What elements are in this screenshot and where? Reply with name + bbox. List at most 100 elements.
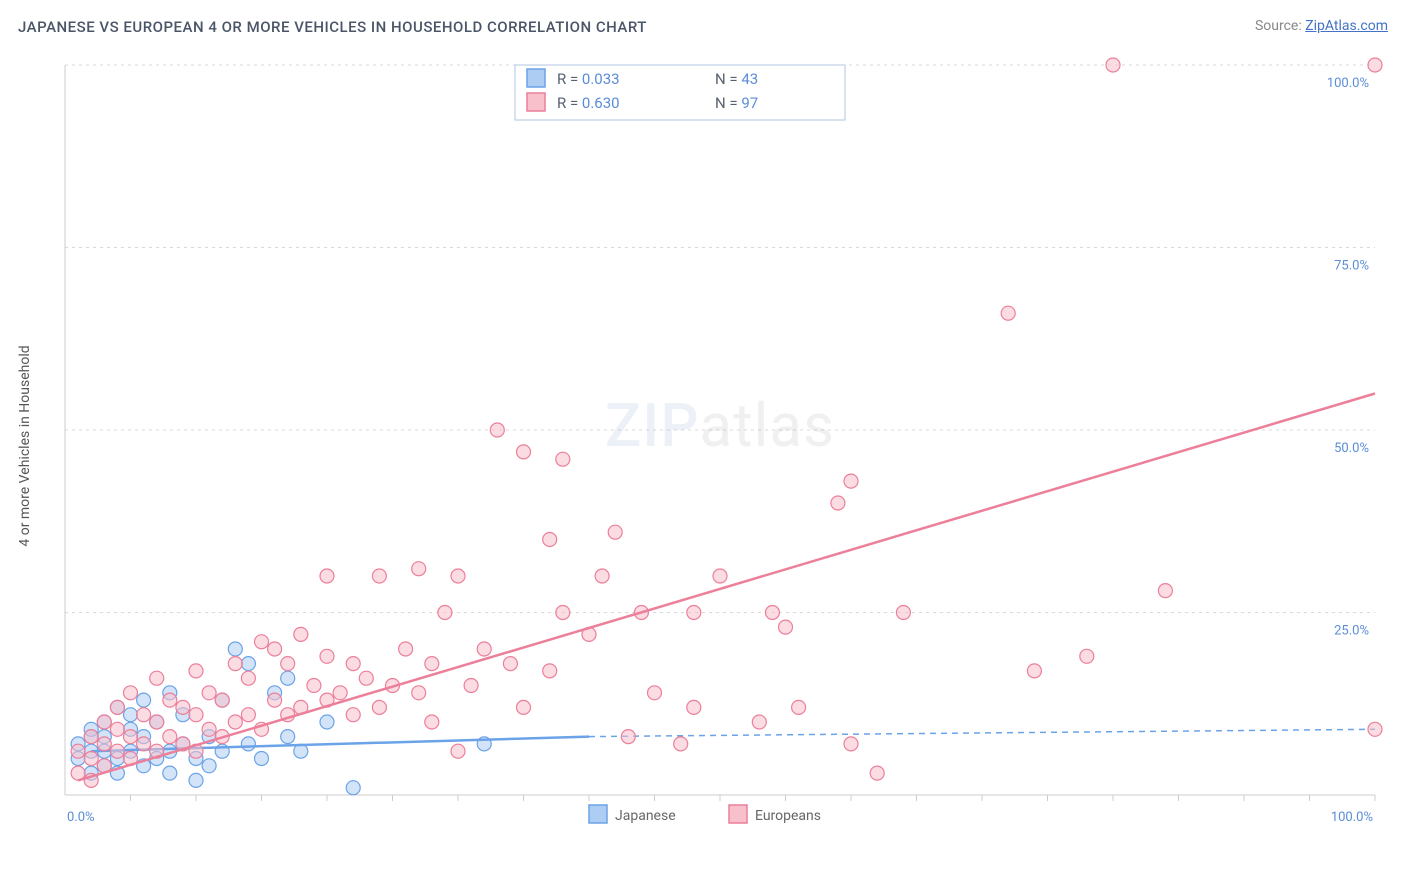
scatter-point: [517, 700, 531, 714]
scatter-point: [241, 671, 255, 685]
scatter-point: [372, 700, 386, 714]
scatter-point: [150, 715, 164, 729]
scatter-point: [1106, 58, 1120, 72]
scatter-point: [359, 671, 373, 685]
scatter-point: [110, 744, 124, 758]
trend-line-extrapolated: [589, 729, 1375, 736]
scatter-point: [110, 700, 124, 714]
chart-title: JAPANESE VS EUROPEAN 4 OR MORE VEHICLES …: [18, 18, 647, 36]
scatter-point: [84, 730, 98, 744]
scatter-point: [1001, 306, 1015, 320]
scatter-point: [674, 737, 688, 751]
scatter-point: [1158, 584, 1172, 598]
scatter-point: [97, 737, 111, 751]
scatter-point: [425, 657, 439, 671]
scatter-point: [595, 569, 609, 583]
y-tick-label: 25.0%: [1334, 624, 1369, 639]
scatter-point: [464, 679, 478, 693]
scatter-point: [451, 569, 465, 583]
svg-text:ZIPatlas: ZIPatlas: [605, 390, 835, 461]
scatter-point: [176, 700, 190, 714]
scatter-point: [84, 752, 98, 766]
legend-r-label: R = 0.630: [557, 94, 620, 112]
scatter-point: [477, 642, 491, 656]
scatter-point: [503, 657, 517, 671]
scatter-point: [346, 781, 360, 795]
scatter-point: [844, 737, 858, 751]
scatter-point: [687, 700, 701, 714]
scatter-point: [608, 525, 622, 539]
scatter-point: [163, 693, 177, 707]
scatter-point: [425, 715, 439, 729]
scatter-point: [648, 686, 662, 700]
scatter-point: [333, 686, 347, 700]
scatter-point: [202, 686, 216, 700]
scatter-point: [71, 744, 85, 758]
legend-r-label: R = 0.033: [557, 70, 620, 88]
scatter-point: [896, 606, 910, 620]
scatter-point: [307, 679, 321, 693]
scatter-point: [399, 642, 413, 656]
scatter-point: [556, 606, 570, 620]
y-tick-label: 50.0%: [1334, 441, 1369, 456]
scatter-point: [268, 693, 282, 707]
scatter-point: [255, 752, 269, 766]
scatter-point: [241, 657, 255, 671]
scatter-point: [97, 715, 111, 729]
scatter-chart: ZIPatlas 25.0% 50.0% 75.0% 100.0% 0.0% 100.0% R…: [55, 55, 1385, 835]
scatter-point: [517, 445, 531, 459]
scatter-point: [779, 620, 793, 634]
scatter-point: [438, 606, 452, 620]
scatter-point: [621, 730, 635, 744]
scatter-point: [1080, 649, 1094, 663]
scatter-point: [346, 657, 360, 671]
scatter-point: [713, 569, 727, 583]
scatter-point: [268, 642, 282, 656]
source-link[interactable]: ZipAtlas.com: [1305, 18, 1388, 34]
scatter-point: [792, 700, 806, 714]
y-tick-label: 75.0%: [1334, 259, 1369, 274]
scatter-point: [124, 708, 138, 722]
scatter-point: [1368, 722, 1382, 736]
scatter-point: [543, 664, 557, 678]
scatter-point: [255, 635, 269, 649]
chart-svg: ZIPatlas 25.0% 50.0% 75.0% 100.0% 0.0% 100.0% R…: [55, 55, 1385, 835]
legend-n-label: N = 43: [715, 70, 758, 88]
x-max-label: 100.0%: [1331, 810, 1373, 825]
scatter-point: [320, 715, 334, 729]
source-prefix: Source:: [1255, 18, 1305, 34]
scatter-point: [241, 708, 255, 722]
y-tick-label: 100.0%: [1327, 76, 1369, 91]
x-origin-label: 0.0%: [67, 810, 95, 825]
scatter-point: [241, 737, 255, 751]
scatter-point: [137, 737, 151, 751]
scatter-point: [294, 627, 308, 641]
scatter-point: [163, 766, 177, 780]
scatter-point: [189, 708, 203, 722]
scatter-point: [202, 722, 216, 736]
bottom-legend-swatch: [729, 805, 747, 823]
scatter-point: [752, 715, 766, 729]
legend-swatch: [527, 93, 545, 111]
source-attribution: Source: ZipAtlas.com: [1255, 18, 1388, 34]
scatter-point: [137, 693, 151, 707]
scatter-point: [228, 657, 242, 671]
bottom-legend-label: Europeans: [755, 808, 821, 824]
scatter-point: [765, 606, 779, 620]
scatter-point: [215, 693, 229, 707]
legend-swatch: [527, 69, 545, 87]
scatter-point: [137, 708, 151, 722]
scatter-point: [556, 452, 570, 466]
scatter-point: [281, 671, 295, 685]
scatter-point: [412, 686, 426, 700]
scatter-point: [1368, 58, 1382, 72]
scatter-point: [110, 722, 124, 736]
scatter-point: [870, 766, 884, 780]
y-axis-label: 4 or more Vehicles in Household: [17, 345, 33, 546]
scatter-point: [844, 474, 858, 488]
scatter-point: [189, 773, 203, 787]
bottom-legend-label: Japanese: [615, 808, 676, 824]
legend-n-label: N = 97: [715, 94, 758, 112]
scatter-point: [281, 730, 295, 744]
scatter-point: [412, 562, 426, 576]
